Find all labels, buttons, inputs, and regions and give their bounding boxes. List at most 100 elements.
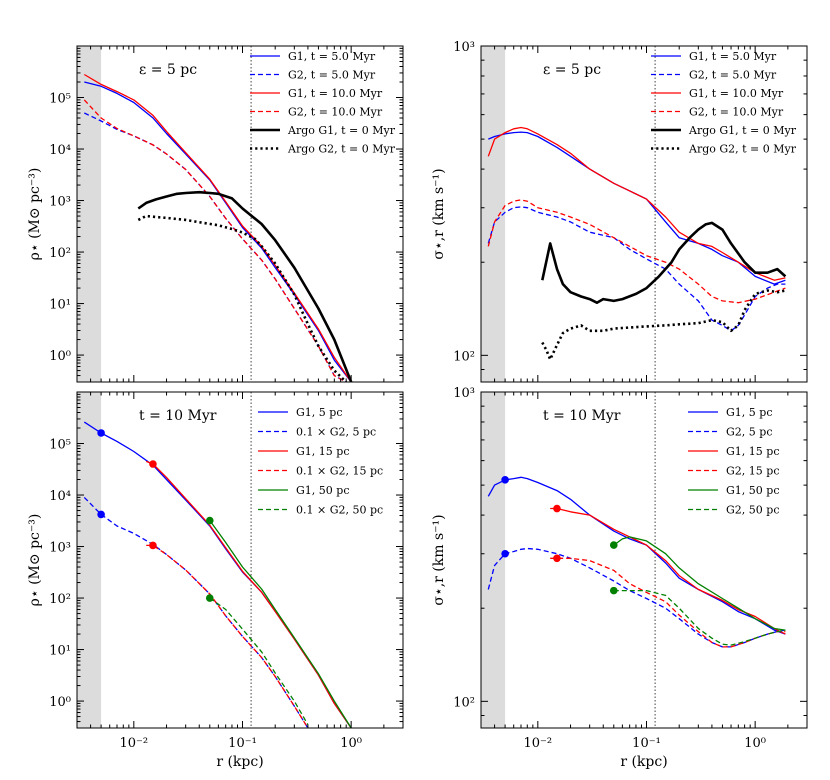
start-marker — [97, 429, 105, 437]
series-line-6 — [209, 597, 309, 725]
y-tick-label: 10² — [453, 695, 475, 710]
start-marker — [149, 460, 157, 468]
y-tick-label: 10⁰ — [49, 695, 71, 710]
legend-label: Argo G2, t = 0 Myr — [688, 143, 797, 156]
y-tick-label: 10³ — [49, 195, 71, 210]
series-line-2 — [487, 547, 786, 648]
resolution-shade — [77, 46, 102, 382]
y-tick-label: 10¹ — [49, 298, 71, 313]
start-marker — [149, 541, 157, 550]
plot-frame — [480, 45, 808, 383]
series-line-5 — [137, 190, 353, 382]
resolution-shade — [77, 392, 102, 728]
start-marker — [501, 476, 509, 484]
series-line-5 — [613, 536, 786, 631]
start-marker — [609, 586, 618, 595]
panel-title: ε = 5 pc — [543, 62, 601, 78]
y-tick-label: 10⁰ — [49, 349, 71, 364]
legend-label: G2, t = 10.0 Myr — [689, 106, 784, 119]
legend-label: G1, 15 pc — [726, 445, 779, 458]
y-axis-label: σ⋆,r (km s⁻¹) — [431, 168, 447, 259]
series-line-3 — [487, 126, 786, 281]
legend-label: G1, t = 5.0 Myr — [288, 50, 376, 63]
series-line-5 — [541, 221, 787, 304]
legend-label: G1, 5 pc — [296, 406, 342, 419]
y-tick-label: 10⁴ — [49, 489, 71, 504]
panel-title: t = 10 Myr — [139, 408, 217, 424]
series-line-3 — [550, 507, 786, 635]
y-axis-label: σ⋆,r (km s⁻¹) — [431, 514, 447, 605]
panel-dispersion-eps5: 10² 10³ σ⋆,r (km s⁻¹) ε = 5 pc G1, t = 5.0 M… — [431, 40, 808, 383]
start-marker — [609, 541, 618, 549]
y-tick-label: 10² — [453, 349, 475, 364]
legend-label: 0.1 × G2, 5 pc — [296, 426, 376, 439]
legend-label: 0.1 × G2, 15 pc — [296, 465, 383, 478]
panel-density-t10: 10⁰ 10¹ 10² 10³ 10⁴ 10⁵ 10⁻² 10⁻¹ 10⁰ r (kpc) ρ⋆ (… — [27, 391, 404, 770]
y-tick-label: 10³ — [49, 541, 71, 556]
resolution-shade — [481, 392, 506, 728]
x-tick-label: 10⁻¹ — [228, 736, 257, 751]
series-line-2 — [487, 206, 786, 332]
legend-label: Argo G1, t = 0 Myr — [287, 124, 396, 137]
start-marker — [553, 504, 561, 513]
plot-frame — [76, 391, 404, 729]
panel-title: ε = 5 pc — [139, 62, 197, 78]
x-tick-label: 10⁰ — [340, 736, 362, 751]
legend-label: G1, t = 5.0 Myr — [689, 50, 777, 63]
panel-title: t = 10 Myr — [543, 408, 621, 424]
y-tick-label: 10² — [49, 592, 71, 607]
legend-label: G2, t = 10.0 Myr — [288, 106, 383, 119]
legend-label: G2, 5 pc — [726, 426, 772, 439]
legend-label: G2, 50 pc — [726, 504, 779, 517]
y-axis-label: ρ⋆ (M⊙ pc⁻³) — [27, 168, 43, 261]
legend-label: G1, 15 pc — [296, 445, 349, 458]
start-marker — [97, 510, 105, 519]
x-axis-label: r (kpc) — [620, 754, 667, 770]
series-line-1 — [487, 476, 786, 635]
series-line-6 — [613, 589, 786, 646]
legend-label: G1, 5 pc — [726, 406, 772, 419]
series-line-2 — [83, 496, 309, 728]
start-marker — [501, 549, 509, 558]
y-tick-label: 10² — [49, 246, 71, 261]
x-axis-label: r (kpc) — [216, 754, 263, 770]
series-line-5 — [209, 520, 352, 728]
y-tick-label: 10⁴ — [49, 143, 71, 158]
y-tick-label: 10¹ — [49, 644, 71, 659]
y-tick-label: 10³ — [453, 386, 475, 401]
series-line-3 — [145, 460, 352, 728]
panel-dispersion-t10: 10² 10³ 10⁻² 10⁻¹ 10⁰ r (kpc) σ⋆,r (km s⁻¹) t =… — [431, 386, 808, 770]
series-line-3 — [83, 73, 352, 382]
x-tick-label: 10⁰ — [744, 736, 766, 751]
legend-label: Argo G1, t = 0 Myr — [688, 124, 797, 137]
legend-label: Argo G2, t = 0 Myr — [287, 143, 396, 156]
start-marker — [553, 554, 561, 563]
series-line-4 — [487, 199, 786, 304]
plot-frame — [480, 391, 808, 729]
y-tick-label: 10³ — [453, 40, 475, 55]
series-line-4 — [146, 544, 309, 728]
series-line-6 — [137, 214, 348, 382]
legend-label: G1, 50 pc — [296, 484, 349, 497]
legend-label: G1, t = 10.0 Myr — [689, 87, 784, 100]
x-tick-label: 10⁻² — [120, 736, 149, 751]
legend-label: G1, 50 pc — [726, 484, 779, 497]
start-marker — [205, 516, 214, 525]
series-line-4 — [550, 557, 786, 648]
y-axis-label: ρ⋆ (M⊙ pc⁻³) — [27, 514, 43, 607]
y-tick-label: 10⁵ — [49, 92, 71, 107]
resolution-shade — [481, 46, 506, 382]
series-line-4 — [83, 99, 347, 382]
legend-label: G1, t = 10.0 Myr — [288, 87, 383, 100]
legend-label: 0.1 × G2, 50 pc — [296, 504, 383, 517]
x-tick-label: 10⁻² — [524, 736, 553, 751]
plot-frame — [76, 45, 404, 383]
start-marker — [205, 594, 214, 602]
legend-label: G2, 15 pc — [726, 465, 779, 478]
x-tick-label: 10⁻¹ — [632, 736, 661, 751]
y-tick-label: 10⁵ — [49, 438, 71, 453]
legend-label: G2, t = 5.0 Myr — [288, 69, 376, 82]
panel-density-eps5: 10⁰ 10¹ 10² 10³ 10⁴ 10⁵ ρ⋆ (M⊙ pc⁻³) ε = 5 pc G1… — [27, 45, 404, 383]
legend-label: G2, t = 5.0 Myr — [689, 69, 777, 82]
